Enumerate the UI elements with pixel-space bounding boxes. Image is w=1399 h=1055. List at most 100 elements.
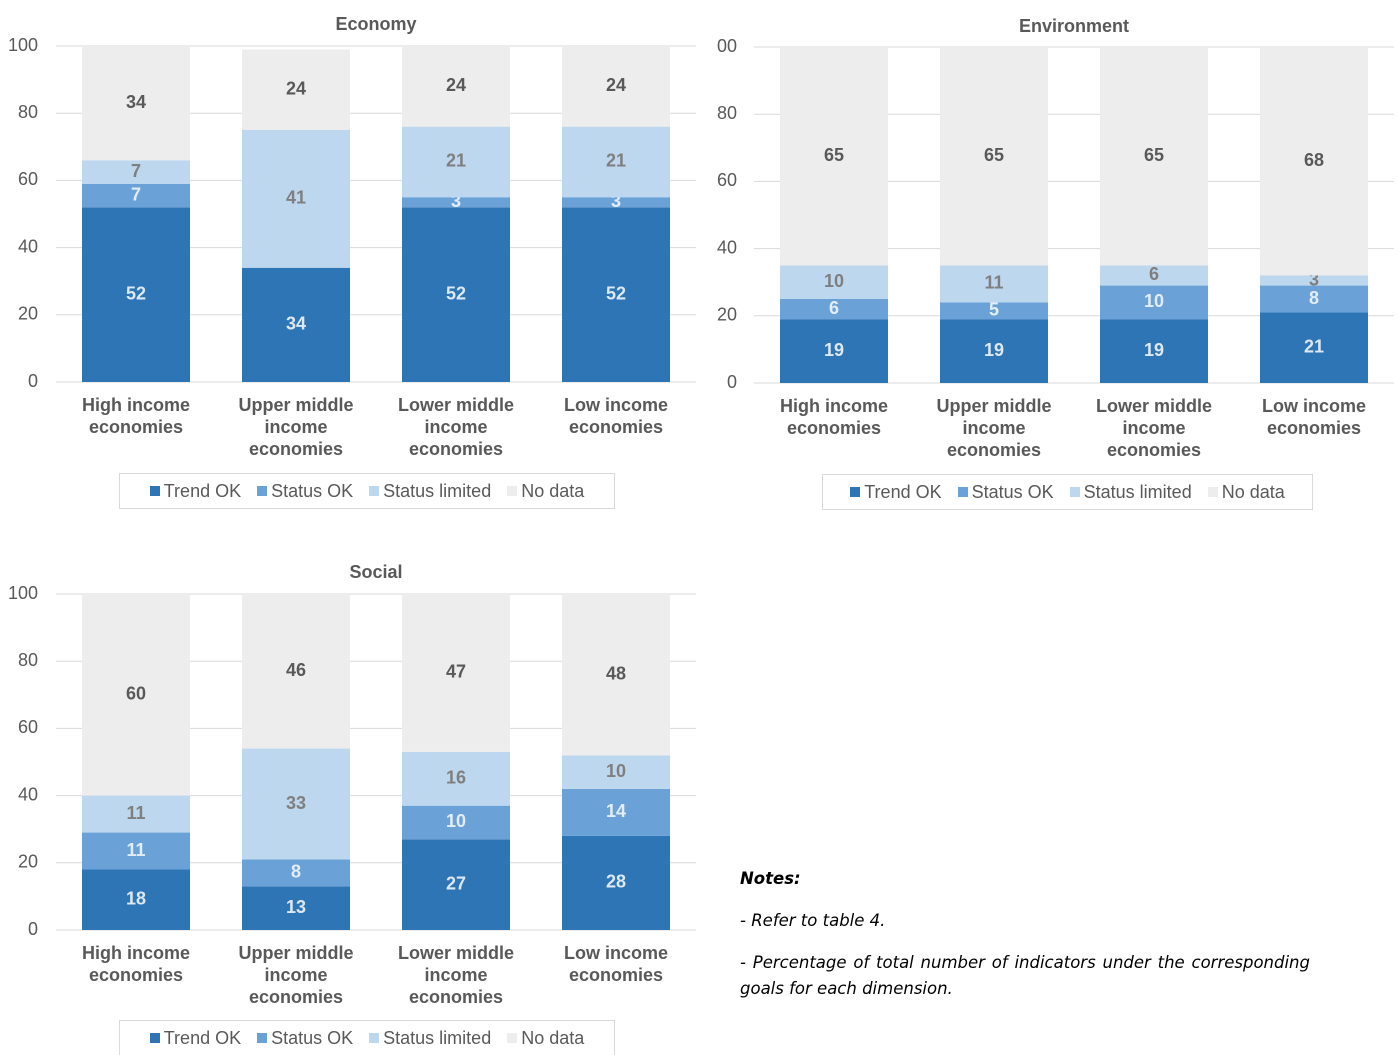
y-tick-label: 0: [28, 371, 38, 391]
data-label: 7: [131, 161, 141, 181]
y-tick-label: 80: [18, 650, 38, 670]
x-tick-label: Upper middle income economies: [936, 396, 1052, 460]
data-label: 13: [286, 897, 306, 917]
bar-segment: [780, 299, 888, 320]
y-tick-label: 20: [717, 305, 737, 325]
data-label: 52: [126, 283, 146, 303]
data-label: 10: [446, 811, 466, 831]
bar-segment: [402, 197, 510, 208]
bar-segment: [940, 47, 1048, 266]
legend-label: No data: [1221, 481, 1285, 502]
data-label: 24: [286, 78, 306, 98]
legend-item: Status OK: [257, 481, 353, 502]
data-label: 8: [1309, 288, 1319, 308]
legend-item: Status limited: [369, 1028, 491, 1049]
data-label: 3: [451, 191, 461, 211]
data-label: 11: [984, 273, 1003, 293]
x-tick-label: Upper middle income economies: [238, 943, 354, 1007]
bar-segment: [562, 835, 670, 930]
y-tick-label: 60: [18, 717, 38, 737]
bar-segment: [402, 594, 510, 752]
bar-segment: [1100, 285, 1208, 320]
x-tick-label: Lower middle income economies: [1095, 396, 1212, 460]
chart-title: Environment: [1019, 16, 1129, 36]
x-tick-label: Low income economies: [563, 395, 668, 437]
data-label: 18: [126, 889, 146, 909]
bar-segment: [402, 751, 510, 806]
legend-swatch: [507, 1033, 518, 1043]
y-tick-label: 80: [717, 103, 737, 123]
data-label: 14: [606, 801, 626, 821]
y-tick-label: 20: [18, 304, 38, 324]
bar-segment: [1260, 275, 1368, 286]
y-tick-label: 20: [18, 852, 38, 872]
data-label: 21: [606, 151, 626, 171]
legend-label: Status limited: [383, 480, 492, 501]
bar-segment: [1100, 47, 1208, 266]
legend-item: Status limited: [369, 481, 491, 502]
legend-swatch: [369, 486, 380, 496]
bar-segment: [1260, 285, 1368, 313]
y-tick-label: 80: [18, 102, 38, 122]
legend-swatch: [850, 487, 861, 497]
y-tick-label: 0: [727, 372, 737, 392]
data-label: 52: [606, 283, 626, 303]
legend-label: Trend OK: [864, 481, 942, 502]
bar-segment: [82, 795, 190, 833]
bar-segment: [82, 207, 190, 382]
data-label: 34: [126, 92, 146, 112]
bar-segment: [562, 46, 670, 127]
bar-segment: [562, 788, 670, 836]
data-label: 10: [606, 761, 626, 781]
bar-segment: [402, 207, 510, 382]
data-label: 46: [286, 660, 306, 680]
bar-segment: [82, 46, 190, 161]
bar-segment: [242, 267, 350, 382]
y-tick-label: 40: [18, 784, 38, 804]
data-label: 47: [446, 662, 466, 682]
data-label: 48: [606, 663, 626, 683]
x-tick-label: Upper middle income economies: [238, 395, 354, 459]
data-label: 11: [126, 803, 145, 823]
bar-segment: [402, 839, 510, 930]
bar-segment: [402, 46, 510, 127]
y-tick-label: 60: [18, 169, 38, 189]
chart-title: Social: [349, 562, 402, 582]
bar-segment: [82, 832, 190, 870]
legend-label: Status limited: [383, 1027, 492, 1048]
bar-segment: [940, 302, 1048, 320]
data-label: 19: [984, 340, 1004, 360]
bar-segment: [562, 755, 670, 789]
y-tick-label: 00: [717, 36, 737, 56]
y-tick-label: 100: [8, 35, 38, 55]
x-tick-label: High income economies: [779, 396, 888, 438]
legend-label: No data: [521, 480, 585, 501]
legend-swatch: [957, 487, 968, 497]
bar-segment: [940, 265, 1048, 303]
legend-label: Status OK: [271, 480, 354, 501]
bar-segment: [1100, 319, 1208, 383]
data-label: 19: [824, 340, 844, 360]
data-label: 33: [286, 793, 306, 813]
data-label: 11: [126, 840, 145, 860]
legend-label: Trend OK: [163, 1027, 242, 1048]
legend: Trend OK Status OK Status limited No data: [119, 473, 615, 509]
legend-swatch: [149, 1033, 160, 1043]
data-label: 60: [126, 684, 146, 704]
legend-item: Trend OK: [149, 481, 241, 502]
bar-segment: [242, 130, 350, 268]
legend-swatch: [507, 486, 518, 496]
data-label: 19: [1144, 340, 1164, 360]
data-label: 41: [286, 188, 306, 208]
note-line: - Percentage of total number of indicato…: [740, 953, 1310, 998]
data-label: 24: [446, 75, 466, 95]
bar-segment: [562, 207, 670, 382]
data-label: 10: [1144, 291, 1164, 311]
data-label: 10: [824, 271, 844, 291]
data-label: 21: [1304, 336, 1324, 356]
legend-label: No data: [521, 1027, 585, 1048]
legend-label: Status OK: [271, 1027, 354, 1048]
bar-segment: [82, 183, 190, 208]
